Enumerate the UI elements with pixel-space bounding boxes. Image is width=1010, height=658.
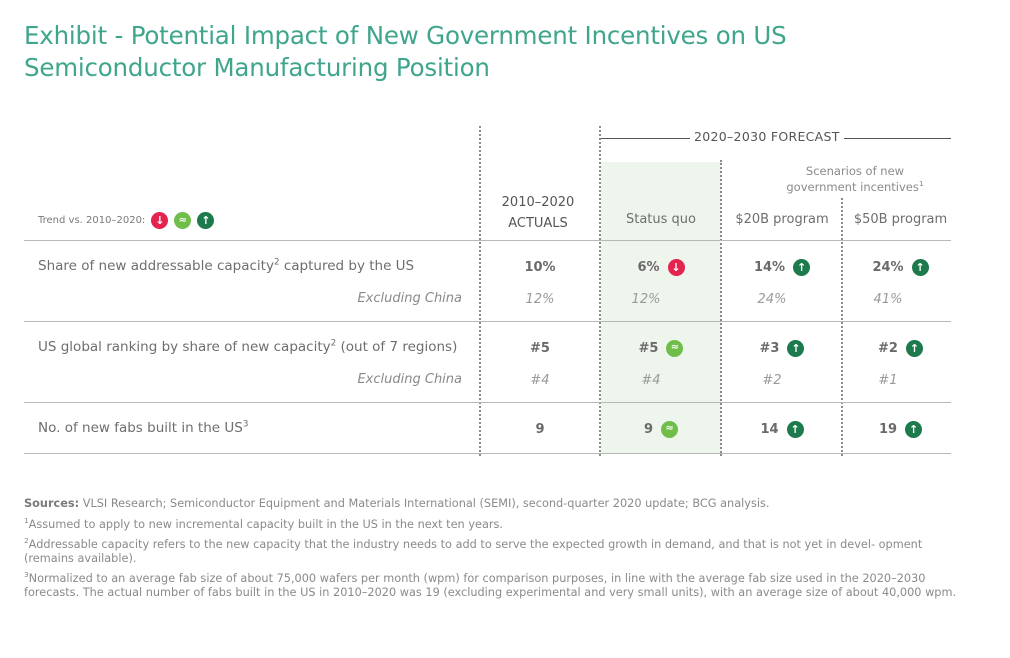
cell-sub-actuals: #4 (530, 372, 550, 388)
cell-actuals: 10% (480, 257, 600, 277)
cell-20b-program: #3 ↑ (722, 338, 842, 358)
trend-up-icon: ↑ (905, 420, 923, 438)
row-sub-label: Excluding China (357, 372, 462, 387)
cell-value: 6% (637, 259, 660, 275)
row-label-suffix: (out of 7 regions) (336, 339, 458, 355)
divider-status-quo-right (720, 160, 722, 456)
footnote-text: Addressable capacity refers to the new c… (24, 538, 923, 565)
sources-label: Sources: (24, 497, 80, 510)
row-divider (24, 402, 951, 403)
trend-up-icon: ↑ (793, 258, 811, 276)
table-bottom-rule (24, 453, 951, 454)
cell-actuals: 9 (480, 419, 600, 439)
trend-flat-icon: ≈ (666, 339, 684, 357)
cell-20b-program: 14 ↑ (722, 419, 842, 439)
cell-sub-50b-program: 41% (873, 291, 903, 307)
cell-value: 19 (878, 421, 898, 437)
exhibit-title: Exhibit - Potential Impact of New Govern… (24, 21, 787, 82)
header-rule (24, 240, 951, 241)
trend-up-icon: ↑ (911, 258, 929, 276)
footnote-marker: 2 (330, 338, 337, 349)
trend-up-icon: ↑ (787, 339, 805, 357)
cell-status-quo: #5 ≈ (601, 338, 721, 358)
cell-50b-program: #2 ↑ (843, 338, 958, 358)
cell-status-quo: 9 ≈ (601, 419, 721, 439)
status-quo-highlight (601, 162, 721, 454)
column-header-50b-program: $50B program (853, 212, 948, 227)
trend-down-icon: ↓ (667, 258, 685, 276)
row-label-new-fabs: No. of new fabs built in the US3 (38, 420, 248, 436)
cell-actuals: #5 (480, 338, 600, 358)
actuals-years: 2010–2020 (501, 195, 575, 210)
row-label-global-ranking: US global ranking by share of new capaci… (38, 339, 457, 355)
cell-sub-status-quo: #4 (641, 372, 661, 388)
column-header-status-quo: Status quo (625, 212, 696, 227)
row-divider (24, 321, 951, 322)
trend-down-icon: ↓ (151, 212, 169, 229)
footnote-marker: 3 (242, 419, 249, 430)
footnote-2: 2Addressable capacity refers to the new … (24, 536, 964, 565)
cell-value: 14 (760, 421, 779, 437)
cell-sub-50b-program: #1 (878, 372, 898, 388)
cell-value: #5 (638, 340, 659, 356)
footnote-1: 1Assumed to apply to new incremental cap… (24, 515, 964, 532)
footnote-mark: 1 (24, 515, 29, 525)
scenarios-label: Scenarios of new government incentives1 (760, 163, 950, 195)
cell-20b-program: 14% ↑ (722, 257, 842, 277)
cell-status-quo: 6% ↓ (601, 257, 721, 277)
cell-sub-status-quo: 12% (631, 291, 661, 307)
forecast-label: 2020–2030 FORECAST (690, 129, 844, 144)
footnote-marker: 1 (918, 179, 924, 189)
divider-actuals-left (479, 126, 481, 456)
footnote-3: 3Normalized to an average fab size of ab… (24, 570, 964, 599)
row-label-text: No. of new fabs built in the US (38, 420, 243, 436)
cell-50b-program: 19 ↑ (843, 419, 958, 439)
sources-text: VLSI Research; Semiconductor Equipment a… (79, 497, 770, 510)
cell-value: 24% (872, 259, 904, 275)
trend-up-icon: ↑ (786, 420, 804, 438)
notes-section: Sources: VLSI Research; Semiconductor Eq… (24, 497, 964, 606)
cell-value: 10% (524, 259, 556, 275)
trend-up-icon: ↑ (905, 339, 923, 357)
row-label-suffix: captured by the US (279, 258, 415, 274)
divider-programs (841, 198, 843, 456)
cell-sub-20b-program: #2 (762, 372, 782, 388)
sources-note: Sources: VLSI Research; Semiconductor Eq… (24, 497, 964, 511)
row-sub-label: Excluding China (357, 291, 462, 306)
footnote-marker: 2 (273, 257, 280, 268)
trend-legend-label: Trend vs. 2010–2020: (38, 215, 146, 226)
comparison-table: 2020–2030 FORECAST Scenarios of new gove… (24, 126, 958, 456)
column-header-actuals: 2010–2020 ACTUALS (488, 192, 588, 234)
footnote-mark: 3 (24, 570, 29, 580)
divider-forecast-left (599, 126, 601, 456)
cell-sub-actuals: 12% (525, 291, 555, 307)
cell-sub-20b-program: 24% (757, 291, 787, 307)
column-header-20b-program: $20B program (735, 212, 829, 227)
footnote-text: Assumed to apply to new incremental capa… (28, 517, 503, 531)
actuals-label: ACTUALS (508, 216, 568, 231)
cell-value: 9 (535, 421, 545, 437)
row-label-capacity-share: Share of new addressable capacity2 captu… (38, 258, 414, 274)
cell-value: #3 (759, 340, 780, 356)
row-label-text: US global ranking by share of new capaci… (38, 339, 331, 355)
cell-value: 14% (753, 259, 786, 275)
cell-value: 9 (643, 421, 654, 437)
scenarios-label-line1: Scenarios of new (805, 164, 905, 178)
trend-flat-icon: ≈ (174, 212, 192, 229)
cell-value: #2 (878, 340, 898, 356)
trend-legend: Trend vs. 2010–2020: ↓ ≈ ↑ (38, 212, 215, 229)
scenarios-label-line2: government incentives1 (760, 179, 950, 195)
cell-value: #5 (530, 340, 550, 356)
row-label-text: Share of new addressable capacity (38, 258, 274, 274)
trend-flat-icon: ≈ (661, 420, 679, 438)
cell-50b-program: 24% ↑ (843, 257, 958, 277)
footnote-mark: 2 (24, 536, 29, 546)
trend-up-icon: ↑ (197, 212, 215, 229)
footnote-text: Normalized to an average fab size of abo… (24, 572, 957, 599)
scenarios-label-text: government incentives (786, 180, 919, 194)
